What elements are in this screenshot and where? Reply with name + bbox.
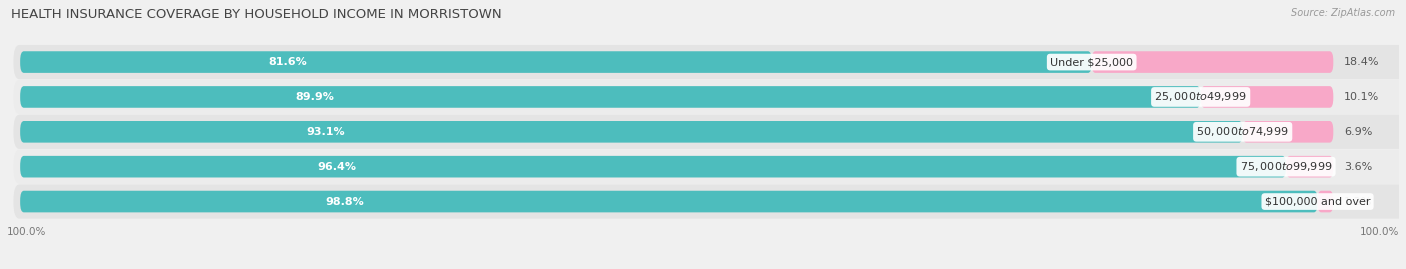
Text: $50,000 to $74,999: $50,000 to $74,999 (1197, 125, 1289, 138)
FancyBboxPatch shape (1201, 86, 1333, 108)
Text: $75,000 to $99,999: $75,000 to $99,999 (1240, 160, 1333, 173)
FancyBboxPatch shape (1243, 121, 1333, 143)
Text: 98.8%: 98.8% (325, 197, 364, 207)
Text: 93.1%: 93.1% (307, 127, 344, 137)
FancyBboxPatch shape (14, 80, 1406, 114)
FancyBboxPatch shape (20, 86, 1201, 108)
FancyBboxPatch shape (1091, 51, 1333, 73)
FancyBboxPatch shape (1286, 156, 1333, 178)
FancyBboxPatch shape (14, 45, 1406, 79)
FancyBboxPatch shape (14, 115, 1406, 149)
FancyBboxPatch shape (20, 121, 1243, 143)
Text: 100.0%: 100.0% (1360, 227, 1399, 237)
Text: 96.4%: 96.4% (318, 162, 356, 172)
Text: HEALTH INSURANCE COVERAGE BY HOUSEHOLD INCOME IN MORRISTOWN: HEALTH INSURANCE COVERAGE BY HOUSEHOLD I… (11, 8, 502, 21)
Text: 18.4%: 18.4% (1344, 57, 1379, 67)
Text: $100,000 and over: $100,000 and over (1265, 197, 1371, 207)
Text: 1.2%: 1.2% (1344, 197, 1372, 207)
Text: 3.6%: 3.6% (1344, 162, 1372, 172)
Text: 89.9%: 89.9% (295, 92, 335, 102)
FancyBboxPatch shape (14, 185, 1406, 219)
Text: 100.0%: 100.0% (7, 227, 46, 237)
Text: 81.6%: 81.6% (269, 57, 308, 67)
Text: Under $25,000: Under $25,000 (1050, 57, 1133, 67)
FancyBboxPatch shape (1317, 191, 1333, 212)
Text: 6.9%: 6.9% (1344, 127, 1372, 137)
FancyBboxPatch shape (20, 51, 1091, 73)
FancyBboxPatch shape (20, 156, 1286, 178)
Text: Source: ZipAtlas.com: Source: ZipAtlas.com (1291, 8, 1395, 18)
FancyBboxPatch shape (20, 191, 1317, 212)
FancyBboxPatch shape (14, 150, 1406, 184)
Text: $25,000 to $49,999: $25,000 to $49,999 (1154, 90, 1247, 104)
Text: 10.1%: 10.1% (1344, 92, 1379, 102)
